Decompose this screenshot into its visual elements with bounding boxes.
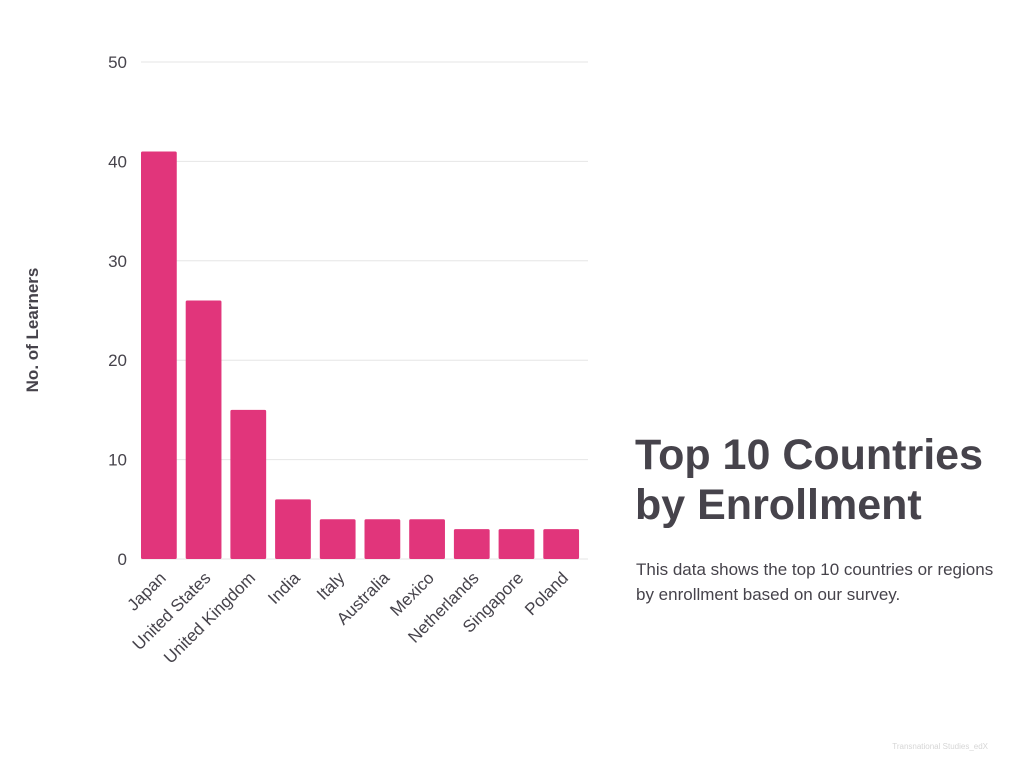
source-footer: Transnational Studies_edX <box>892 742 988 751</box>
x-tick-label: Poland <box>521 568 572 619</box>
bar-united-kingdom <box>230 409 267 559</box>
x-tick-label: Italy <box>313 568 349 604</box>
bar-italy <box>319 519 356 559</box>
y-tick-label: 10 <box>108 451 127 470</box>
y-tick-label: 40 <box>108 152 127 171</box>
page-title: Top 10 Countries by Enrollment <box>635 431 984 529</box>
y-tick-label: 30 <box>108 252 127 271</box>
bars <box>141 151 580 559</box>
bar-poland <box>543 529 580 559</box>
bar-singapore <box>498 529 535 559</box>
y-axis-label: No. of Learners <box>23 268 42 393</box>
bar-netherlands <box>453 529 490 559</box>
bar-india <box>275 499 311 559</box>
y-tick-label: 20 <box>108 351 127 370</box>
bar-australia <box>364 519 401 559</box>
bar-united-states <box>185 300 222 559</box>
y-tick-label: 0 <box>118 550 127 569</box>
bar-japan <box>141 151 177 559</box>
chart-description: This data shows the top 10 countries or … <box>636 560 994 604</box>
bar-mexico <box>409 519 445 559</box>
x-tick-label: India <box>264 568 304 608</box>
y-axis-ticks: 0 10 20 30 40 50 <box>108 53 127 569</box>
y-tick-label: 50 <box>108 53 127 72</box>
